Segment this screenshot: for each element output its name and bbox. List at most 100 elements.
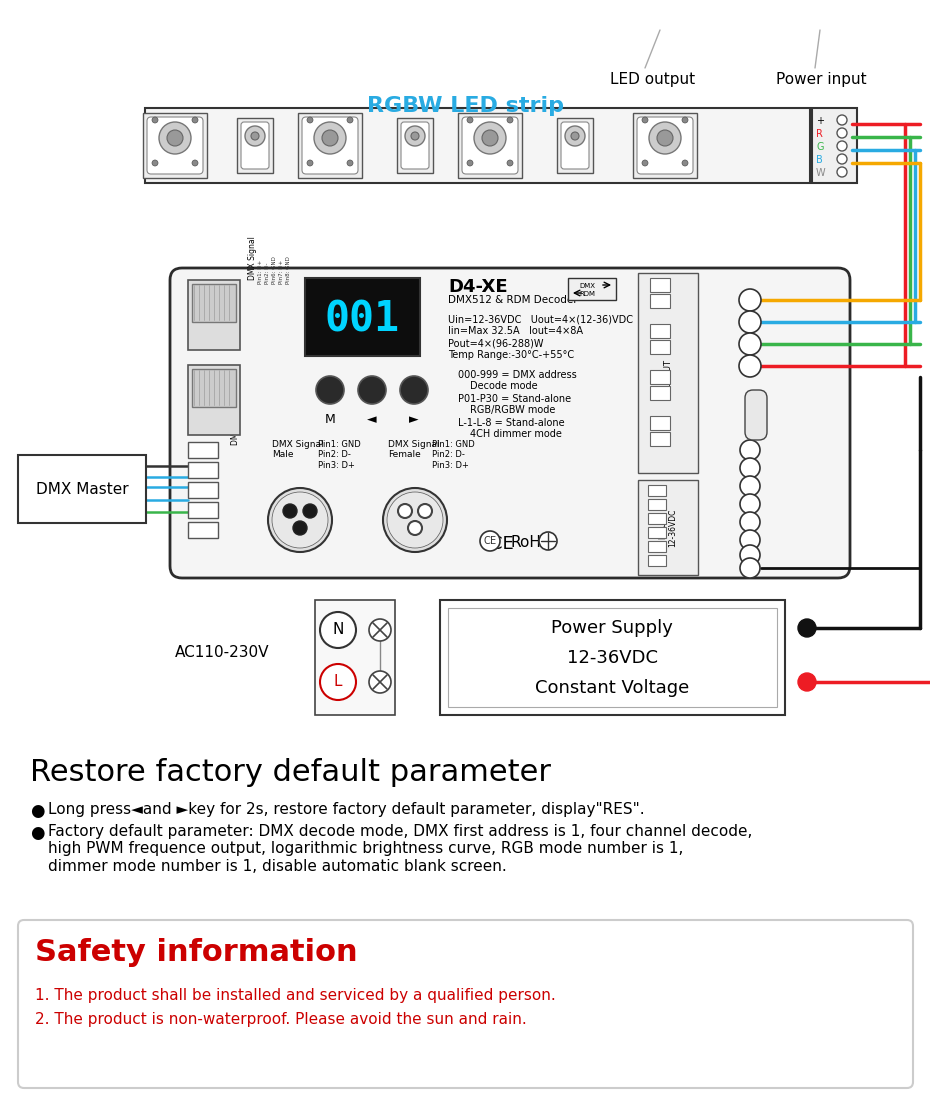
Text: RGB/RGBW mode: RGB/RGBW mode — [470, 405, 555, 415]
Text: W: W — [816, 168, 826, 178]
Text: M: M — [325, 412, 336, 426]
Text: Factory default parameter: DMX decode mode, DMX first address is 1, four channel: Factory default parameter: DMX decode mo… — [48, 824, 752, 873]
Text: -: - — [649, 556, 653, 566]
Circle shape — [387, 492, 443, 548]
Text: 2: 2 — [399, 504, 405, 513]
Circle shape — [272, 492, 328, 548]
Text: Female: Female — [388, 450, 420, 459]
Text: 001: 001 — [325, 299, 400, 341]
Circle shape — [837, 128, 847, 138]
Text: Restore factory default parameter: Restore factory default parameter — [30, 758, 551, 786]
Text: B: B — [816, 155, 823, 165]
Bar — [397, 118, 433, 173]
Text: -: - — [649, 542, 653, 552]
Circle shape — [314, 122, 346, 154]
Circle shape — [398, 504, 412, 518]
Text: RDM: RDM — [579, 292, 595, 297]
FancyBboxPatch shape — [170, 268, 850, 578]
Text: 3: 3 — [294, 520, 299, 529]
Bar — [650, 324, 670, 338]
Text: D4-XE: D4-XE — [448, 278, 508, 296]
Text: 1: 1 — [419, 504, 425, 513]
Circle shape — [739, 333, 761, 355]
Circle shape — [293, 521, 307, 535]
Text: Decode mode: Decode mode — [470, 381, 538, 390]
Text: CW: CW — [651, 280, 662, 286]
Circle shape — [347, 117, 353, 123]
Circle shape — [467, 160, 473, 166]
Text: DMX Signal: DMX Signal — [272, 440, 324, 449]
Text: D-: D- — [190, 444, 200, 453]
Circle shape — [837, 141, 847, 151]
Bar — [448, 608, 777, 707]
FancyBboxPatch shape — [637, 117, 693, 174]
Bar — [650, 340, 670, 354]
Text: N: N — [332, 623, 344, 638]
Circle shape — [571, 132, 579, 140]
Bar — [568, 278, 616, 300]
Circle shape — [740, 476, 760, 496]
Bar — [648, 485, 666, 496]
Bar — [648, 556, 666, 566]
Circle shape — [798, 619, 816, 637]
Circle shape — [837, 154, 847, 164]
Text: C: C — [484, 536, 490, 546]
Text: W: W — [651, 296, 658, 303]
Bar — [648, 527, 666, 538]
Text: +: + — [649, 528, 657, 538]
Circle shape — [739, 355, 761, 377]
Bar — [298, 113, 362, 178]
Text: 3: 3 — [640, 326, 645, 336]
Circle shape — [837, 116, 847, 125]
Text: GND: GND — [190, 484, 209, 493]
Bar — [188, 522, 218, 538]
Text: OUTPUT: OUTPUT — [663, 359, 672, 393]
Circle shape — [539, 532, 557, 550]
Bar — [237, 118, 273, 173]
Text: Pin2: D-: Pin2: D- — [265, 263, 270, 284]
Circle shape — [682, 160, 688, 166]
Circle shape — [482, 130, 498, 146]
Text: DMX Master: DMX Master — [35, 482, 128, 496]
Text: +: + — [649, 500, 657, 510]
Circle shape — [740, 558, 760, 578]
Bar — [145, 108, 810, 183]
Text: Male: Male — [272, 450, 294, 459]
Text: CE: CE — [490, 535, 513, 553]
Circle shape — [740, 458, 760, 478]
Circle shape — [159, 122, 191, 154]
Circle shape — [167, 130, 183, 146]
Circle shape — [411, 132, 419, 140]
Circle shape — [251, 132, 259, 140]
Text: Power input: Power input — [776, 72, 867, 87]
Bar — [192, 368, 236, 407]
Text: L: L — [334, 674, 342, 690]
Circle shape — [358, 376, 386, 404]
Circle shape — [307, 160, 313, 166]
Bar — [188, 482, 218, 498]
Text: Safety information: Safety information — [35, 938, 358, 967]
FancyBboxPatch shape — [462, 117, 518, 174]
Bar — [557, 118, 593, 173]
Text: 12-36VDC: 12-36VDC — [566, 649, 658, 667]
Circle shape — [152, 117, 158, 123]
Bar — [143, 113, 207, 178]
Text: +: + — [649, 486, 657, 496]
Text: RoHS: RoHS — [510, 535, 551, 550]
Text: Uin=12-36VDC   Uout=4×(12-36)VDC: Uin=12-36VDC Uout=4×(12-36)VDC — [448, 314, 633, 324]
Text: L-1-L-8 = Stand-alone: L-1-L-8 = Stand-alone — [458, 418, 565, 428]
Text: RGBW LED strip: RGBW LED strip — [366, 96, 564, 115]
Text: ●: ● — [30, 824, 45, 842]
Text: D-: D- — [190, 504, 200, 513]
FancyBboxPatch shape — [745, 390, 767, 440]
Bar — [638, 273, 698, 473]
Text: 1: 1 — [285, 504, 289, 513]
Text: E: E — [490, 536, 496, 546]
Bar — [650, 370, 670, 384]
Bar — [305, 278, 420, 356]
Text: Long press◄and ►key for 2s, restore factory default parameter, display"RES".: Long press◄and ►key for 2s, restore fact… — [48, 802, 644, 817]
Circle shape — [507, 117, 513, 123]
Circle shape — [740, 494, 760, 514]
Circle shape — [740, 440, 760, 460]
Text: Pin1: GND
Pin2: D-
Pin3: D+: Pin1: GND Pin2: D- Pin3: D+ — [432, 440, 474, 470]
